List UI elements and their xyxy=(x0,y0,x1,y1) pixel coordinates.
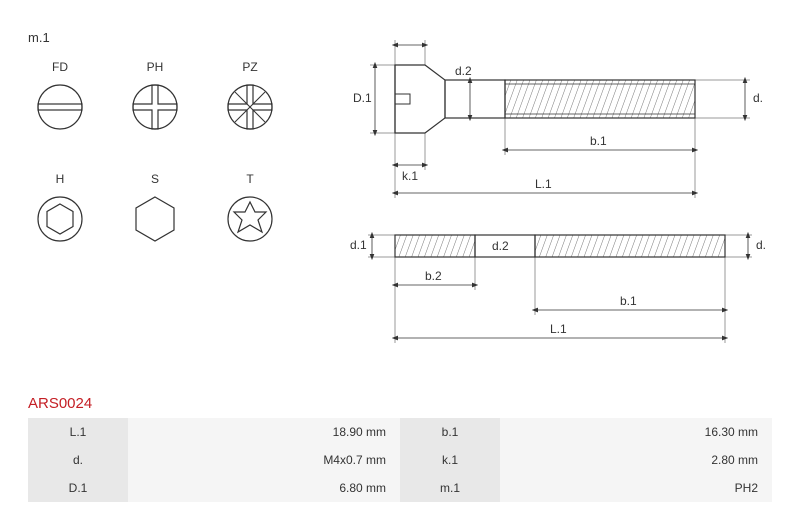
drive-label: PH xyxy=(147,60,164,74)
dim-D1: D.1 xyxy=(353,91,372,105)
spec-value: M4x0.7 mm xyxy=(128,446,400,474)
dim2-d2: d.2 xyxy=(492,239,509,253)
part-code: ARS0024 xyxy=(28,395,92,412)
hex-socket-icon xyxy=(35,194,85,244)
spec-label: m.1 xyxy=(400,474,500,502)
table-row: d. M4x0.7 mm k.1 2.80 mm xyxy=(28,446,772,474)
dim-d2: d.2 xyxy=(455,64,472,78)
drive-pz: PZ xyxy=(220,60,280,132)
dim2-d: d. xyxy=(756,238,766,252)
spec-label: L.1 xyxy=(28,418,128,446)
dim2-L1: L.1 xyxy=(550,322,567,336)
table-row: L.1 18.90 mm b.1 16.30 mm xyxy=(28,418,772,446)
spec-label: D.1 xyxy=(28,474,128,502)
pozidriv-icon xyxy=(225,82,275,132)
drive-row-1: FD PH PZ xyxy=(30,60,320,132)
spec-value: PH2 xyxy=(500,474,772,502)
drive-fd: FD xyxy=(30,60,90,132)
spec-value: 2.80 mm xyxy=(500,446,772,474)
drive-label: PZ xyxy=(242,60,257,74)
screw-drawing-1: D.1 d.2 d. k.1 b.1 xyxy=(353,40,763,198)
drive-t: T xyxy=(220,172,280,244)
dim-k1: k.1 xyxy=(402,169,418,183)
dim2-b1: b.1 xyxy=(620,294,637,308)
torx-icon xyxy=(225,194,275,244)
spec-value: 6.80 mm xyxy=(128,474,400,502)
dim-b1: b.1 xyxy=(590,134,607,148)
drive-label: T xyxy=(246,172,253,186)
table-row: D.1 6.80 mm m.1 PH2 xyxy=(28,474,772,502)
spec-label: b.1 xyxy=(400,418,500,446)
hex-external-icon xyxy=(130,194,180,244)
spec-value: 18.90 mm xyxy=(128,418,400,446)
drive-types-panel: FD PH PZ H S T xyxy=(30,60,320,284)
drive-s: S xyxy=(125,172,185,244)
slotted-icon xyxy=(35,82,85,132)
phillips-icon xyxy=(130,82,180,132)
spec-label: d. xyxy=(28,446,128,474)
drive-h: H xyxy=(30,172,90,244)
stud-drawing-2: d.1 d.2 d. b.2 b.1 L.1 xyxy=(350,235,766,343)
drive-label: S xyxy=(151,172,159,186)
spec-label: k.1 xyxy=(400,446,500,474)
drive-row-2: H S T xyxy=(30,172,320,244)
dim2-d1: d.1 xyxy=(350,238,367,252)
spec-value: 16.30 mm xyxy=(500,418,772,446)
drive-label: FD xyxy=(52,60,68,74)
m1-label: m.1 xyxy=(28,30,50,45)
dim2-b2: b.2 xyxy=(425,269,442,283)
diagram-area: m.1 FD PH PZ H S xyxy=(0,0,800,380)
technical-drawings: D.1 d.2 d. k.1 b.1 xyxy=(350,30,780,370)
spec-table: L.1 18.90 mm b.1 16.30 mm d. M4x0.7 mm k… xyxy=(28,418,772,502)
dim-d: d. xyxy=(753,91,763,105)
dim-L1: L.1 xyxy=(535,177,552,191)
drive-ph: PH xyxy=(125,60,185,132)
drive-label: H xyxy=(56,172,65,186)
